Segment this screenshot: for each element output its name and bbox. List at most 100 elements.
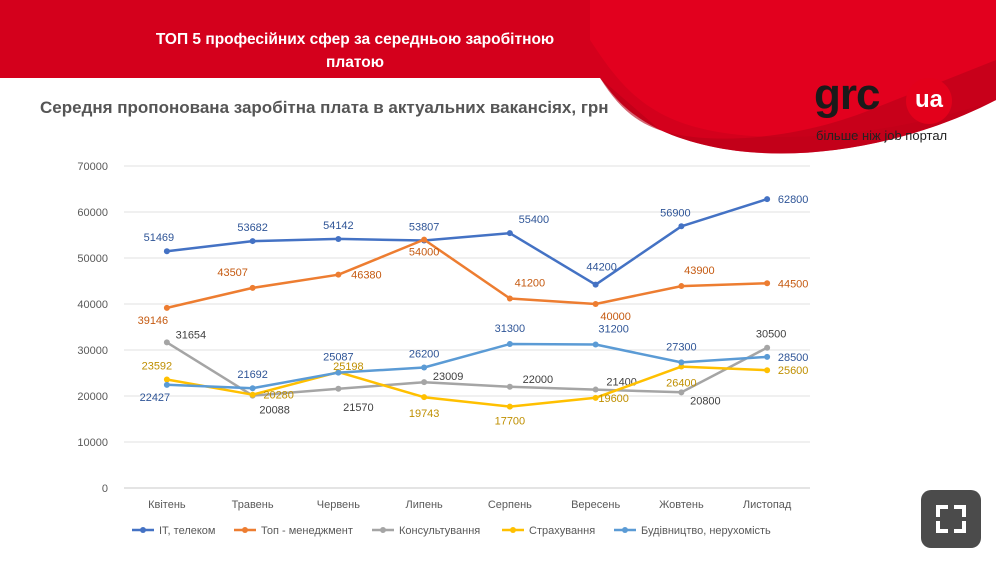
data-point: [163, 248, 170, 255]
series-line: [166, 238, 768, 310]
series-line: [166, 197, 768, 286]
data-point: [678, 223, 685, 230]
data-point: [249, 284, 256, 291]
data-label: 21400: [606, 377, 637, 389]
data-point: [335, 235, 342, 242]
data-label: 26400: [666, 378, 697, 390]
x-tick-label: Квітень: [148, 499, 186, 511]
data-point: [421, 364, 428, 371]
data-label: 40000: [600, 311, 631, 323]
y-tick-label: 60000: [77, 207, 108, 219]
legend-marker: [510, 527, 516, 533]
fullscreen-icon: [936, 505, 966, 533]
data-label: 20088: [259, 405, 290, 417]
data-label: 27300: [666, 341, 697, 353]
data-label: 21692: [237, 369, 268, 381]
y-tick-label: 40000: [77, 299, 108, 311]
data-point: [506, 383, 513, 390]
data-point: [506, 341, 513, 348]
data-point: [163, 339, 170, 346]
x-tick-label: Вересень: [571, 499, 620, 511]
x-tick-label: Липень: [406, 499, 444, 511]
grc-logo: grc ua більше ніж job портал: [812, 70, 972, 150]
data-label: 41200: [515, 277, 546, 289]
data-point: [678, 359, 685, 366]
data-point: [764, 196, 771, 203]
data-label: 54142: [323, 220, 354, 232]
data-label: 20280: [263, 390, 294, 402]
y-tick-label: 50000: [77, 253, 108, 265]
data-point: [506, 403, 513, 410]
data-point: [249, 385, 256, 392]
data-label: 43900: [684, 265, 715, 277]
chart-title: Середня пропонована заробітна плата в ак…: [40, 98, 609, 117]
logo-badge: ua: [906, 78, 952, 124]
data-point: [592, 386, 599, 393]
data-point: [249, 238, 256, 245]
logo-tagline: більше ніж job портал: [816, 128, 948, 143]
data-point: [335, 271, 342, 278]
legend-marker: [242, 527, 248, 533]
legend-label: Страхування: [529, 525, 595, 537]
data-label: 19743: [409, 408, 440, 420]
data-label: 25198: [333, 361, 364, 373]
banner-title-line1: ТОП 5 професійних сфер за середньою заро…: [155, 31, 555, 48]
data-point: [764, 367, 771, 374]
data-point: [335, 369, 342, 376]
data-label: 22427: [140, 392, 171, 404]
logo-brand: grc: [814, 70, 880, 119]
data-label: 43507: [217, 267, 248, 279]
y-tick-label: 0: [102, 483, 108, 495]
data-label: 56900: [660, 207, 691, 219]
x-tick-label: Серпень: [488, 499, 532, 511]
data-point: [421, 379, 428, 386]
data-point: [592, 341, 599, 348]
series-line: [166, 365, 768, 408]
legend-label: Будівництво, нерухомість: [641, 525, 771, 537]
data-label: 25087: [323, 352, 354, 364]
data-label: 46380: [351, 270, 382, 282]
series-line: [166, 341, 768, 397]
banner-title: ТОП 5 професійних сфер за середньою заро…: [120, 28, 590, 74]
data-label: 30500: [756, 329, 787, 341]
legend-marker: [380, 527, 386, 533]
data-label: 23592: [142, 360, 173, 372]
legend-label: Консультування: [399, 525, 480, 537]
data-point: [592, 394, 599, 401]
y-tick-label: 20000: [77, 391, 108, 403]
legend-marker: [140, 527, 146, 533]
x-tick-label: Листопад: [743, 499, 792, 511]
x-tick-label: Червень: [317, 499, 360, 511]
y-tick-label: 70000: [77, 161, 108, 173]
data-label: 53682: [237, 222, 268, 234]
data-point: [163, 381, 170, 388]
data-point: [249, 391, 256, 398]
data-label: 28500: [778, 352, 809, 364]
data-point: [592, 301, 599, 307]
data-label: 19600: [598, 393, 629, 405]
data-label: 39146: [138, 315, 169, 327]
data-label: 51469: [144, 232, 175, 244]
data-point: [678, 283, 685, 290]
fullscreen-button[interactable]: [921, 490, 981, 548]
data-point: [163, 304, 170, 311]
data-label: 20800: [690, 395, 721, 407]
data-point: [678, 363, 685, 370]
x-tick-label: Жовтень: [659, 499, 704, 511]
data-label: 53807: [409, 221, 440, 233]
data-label: 23009: [433, 371, 464, 383]
data-label: 31200: [598, 323, 629, 335]
data-point: [592, 281, 599, 288]
data-label: 26200: [409, 348, 440, 360]
data-label: 21570: [343, 402, 374, 414]
y-tick-label: 30000: [77, 345, 108, 357]
data-label: 31654: [176, 329, 207, 341]
legend-label: IT, телеком: [159, 525, 216, 537]
data-point: [421, 394, 428, 401]
data-point: [764, 344, 771, 351]
data-label: 55400: [519, 214, 550, 226]
x-tick-label: Травень: [232, 499, 274, 511]
data-point: [506, 295, 513, 302]
